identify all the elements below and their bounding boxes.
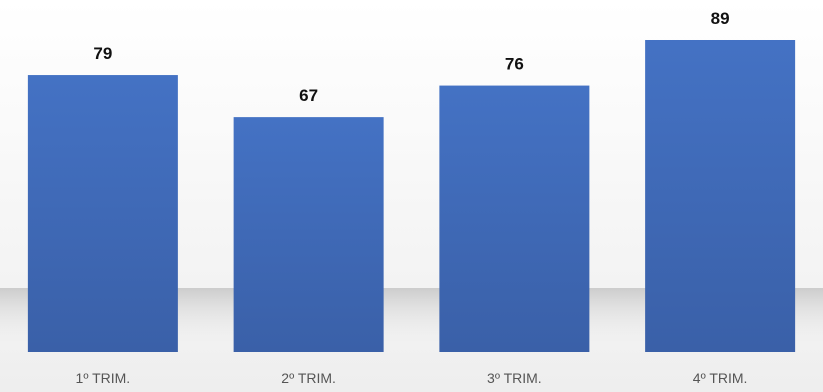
category-labels: 1º TRIM. 2º TRIM. 3º TRIM. 4º TRIM. <box>76 370 748 386</box>
value-label-2: 67 <box>299 86 318 105</box>
bar-3 <box>439 85 590 353</box>
bar-4 <box>645 40 796 352</box>
category-label-3: 3º TRIM. <box>487 370 542 386</box>
category-label-1: 1º TRIM. <box>76 370 131 386</box>
bars <box>27 40 796 353</box>
bar-2 <box>233 117 384 352</box>
bar-1 <box>27 75 178 352</box>
value-label-3: 76 <box>505 55 524 74</box>
category-label-4: 4º TRIM. <box>693 370 748 386</box>
value-label-4: 89 <box>711 9 730 28</box>
value-labels: 79 67 76 89 <box>93 9 729 105</box>
value-label-1: 79 <box>93 44 112 63</box>
category-label-2: 2º TRIM. <box>281 370 336 386</box>
